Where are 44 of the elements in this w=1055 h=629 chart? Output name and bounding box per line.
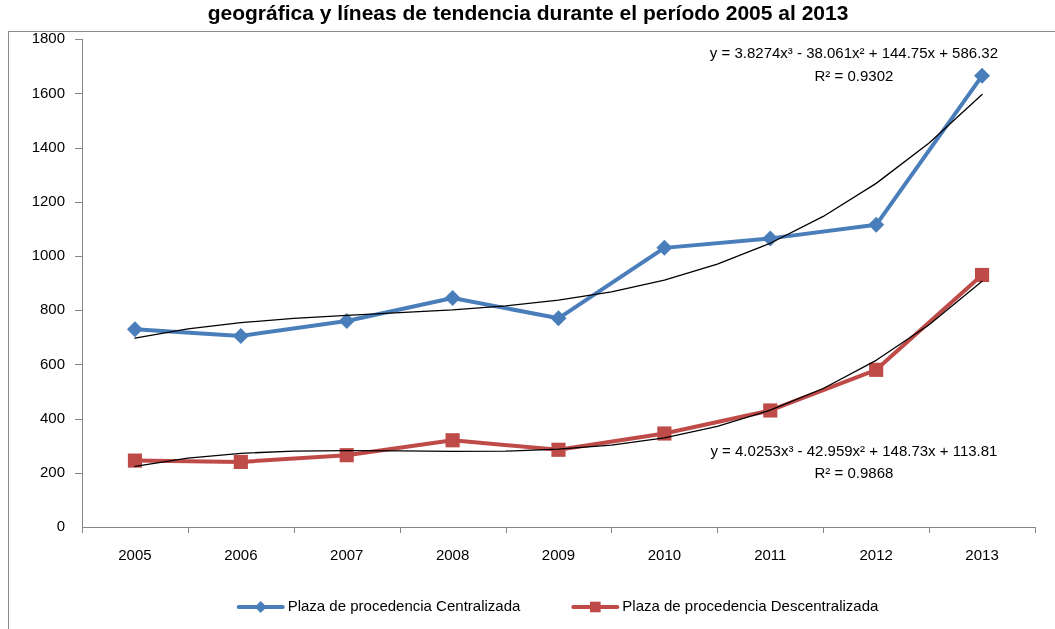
x-tick-label: 2007 [330, 546, 364, 564]
point [657, 426, 672, 441]
y-tick-label: 600 [39, 354, 65, 372]
point [869, 362, 884, 377]
y-tick-label: 0 [56, 517, 65, 535]
x-tick-label: 2008 [435, 546, 470, 564]
x-tick-label: 2012 [859, 546, 893, 564]
legend-label: Plaza de procedencia Centralizada [287, 597, 521, 615]
point [656, 239, 673, 256]
x-tick-label: 2006 [224, 546, 258, 564]
x-tick-label: 2013 [965, 546, 999, 564]
point [445, 433, 460, 448]
point [763, 403, 778, 418]
point [233, 454, 248, 470]
point [338, 313, 355, 330]
y-tick-label: 400 [39, 408, 65, 426]
chart-title: geográfica y líneas de tendencia durante el período 2005 al 2013 [207, 1, 849, 25]
x-tick-label: 2010 [647, 546, 682, 564]
annotation: R² = 0.9868 [814, 464, 894, 482]
point [444, 290, 461, 307]
annotation: R² = 0.9302 [814, 67, 894, 85]
x-tick-label: 2011 [754, 546, 787, 564]
y-tick-label: 1000 [31, 246, 65, 264]
y-tick-label: 1200 [31, 191, 65, 209]
point [762, 230, 779, 247]
point [232, 327, 249, 344]
point [551, 442, 566, 457]
point [127, 453, 143, 468]
annotation: y = 3.8274x³ - 38.061x² + 144.75x + 586.32 [709, 43, 998, 61]
point [550, 310, 567, 327]
x-tick-label: 2005 [118, 546, 152, 564]
point [868, 216, 885, 233]
point [974, 67, 991, 84]
y-tick-label: 1400 [31, 137, 65, 155]
point [126, 321, 143, 338]
point [339, 448, 354, 463]
annotation: y = 4.0253x³ - 42.959x² + 148.73x + 113.81 [710, 441, 998, 459]
x-tick-label: 2009 [541, 546, 576, 564]
legend-label: Plaza de procedencia Descentralizada [622, 597, 879, 615]
y-tick-label: 1600 [31, 83, 65, 101]
y-tick-label: 1800 [31, 29, 65, 47]
y-tick-label: 800 [39, 300, 65, 318]
point [974, 267, 990, 283]
y-tick-label: 200 [39, 462, 65, 480]
